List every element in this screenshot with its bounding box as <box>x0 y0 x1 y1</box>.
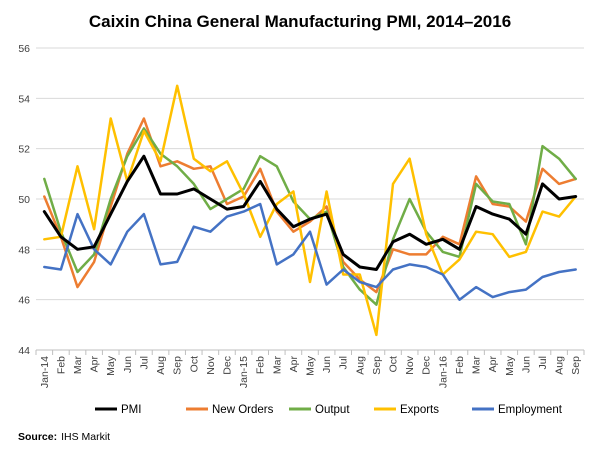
x-tick-label: Mar <box>72 356 84 375</box>
x-tick-label: May <box>504 355 516 376</box>
y-tick-label: 52 <box>18 144 30 156</box>
gridlines <box>36 47 584 301</box>
source-text: IHS Markit <box>61 431 110 443</box>
y-tick-label: 54 <box>18 93 30 105</box>
source-label: Source: <box>18 431 57 443</box>
x-tick-label: Dec <box>421 356 433 375</box>
legend-label-exports: Exports <box>400 404 439 416</box>
x-tick-label: May <box>105 355 117 376</box>
chart-title: Caixin China General Manufacturing PMI, … <box>89 12 511 31</box>
legend-label-output: Output <box>315 404 350 416</box>
x-tick-label: Mar <box>471 356 483 375</box>
x-tick-label: Aug <box>354 356 366 375</box>
y-tick-label: 56 <box>18 43 30 55</box>
x-tick-label: Sep <box>570 356 582 375</box>
x-tick-label: May <box>305 355 317 376</box>
x-tick-label: Sep <box>172 356 184 375</box>
legend-label-new-orders: New Orders <box>212 404 274 416</box>
x-tick-label: Jan-16 <box>437 356 449 388</box>
y-tick-label: 50 <box>18 194 30 206</box>
series-lines <box>42 84 578 337</box>
x-tick-label: Apr <box>89 356 101 373</box>
x-tick-label: Oct <box>188 356 200 372</box>
series-line-new-orders <box>43 117 577 294</box>
x-tick-label: Jun <box>122 356 134 373</box>
y-tick-label: 44 <box>18 345 30 357</box>
x-tick-label: Feb <box>255 356 267 374</box>
x-tick-label: Apr <box>288 356 300 373</box>
x-tick-label: Nov <box>205 355 217 374</box>
legend: PMI New Orders Output Exports Employment <box>95 404 563 416</box>
x-tick-label: Jul <box>138 356 150 369</box>
y-tick-label: 48 <box>18 244 30 256</box>
x-tick-label: Aug <box>155 356 167 375</box>
x-tick-label: Apr <box>487 356 499 373</box>
x-tick-label: Mar <box>271 356 283 375</box>
x-tick-label: Feb <box>55 356 67 374</box>
x-tick-label: Jun <box>520 356 532 373</box>
legend-label-employment: Employment <box>498 404 563 416</box>
x-tick-label: Jan-14 <box>39 356 51 388</box>
series-line-exports <box>43 84 577 337</box>
source-note: Source: IHS Markit <box>18 431 110 443</box>
x-tick-label: Jun <box>321 356 333 373</box>
legend-label-pmi: PMI <box>121 404 141 416</box>
x-tick-label: Sep <box>371 356 383 375</box>
series-line-pmi <box>42 154 578 271</box>
x-tick-label: Jan-15 <box>238 356 250 388</box>
x-tick-label: Jul <box>537 356 549 369</box>
y-tick-label: 46 <box>18 295 30 307</box>
x-tick-label: Jul <box>338 356 350 369</box>
x-tick-label: Aug <box>554 356 566 375</box>
x-tick-label: Oct <box>388 356 400 372</box>
axes: 44 46 48 50 52 54 56 Jan-14 Feb Mar Apr May Jun Jul Au… <box>18 43 585 388</box>
x-tick-label: Feb <box>454 356 466 374</box>
x-tick-label: Dec <box>221 356 233 375</box>
x-tick-label: Nov <box>404 355 416 374</box>
series-line-employment <box>43 202 577 301</box>
